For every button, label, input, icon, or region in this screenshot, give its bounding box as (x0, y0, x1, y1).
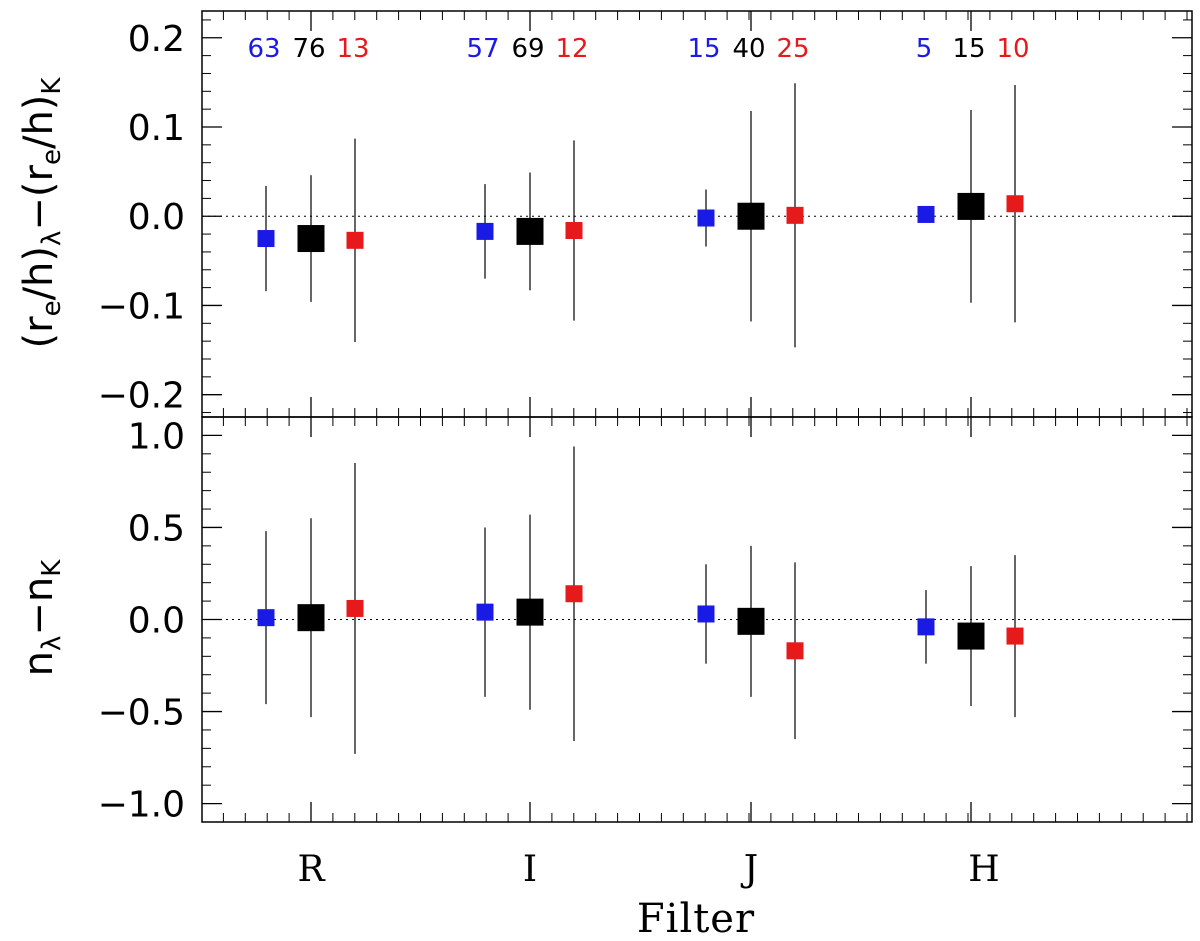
y-tick-label-top: −0.2 (98, 376, 185, 417)
count-label-blue-I: 57 (466, 34, 499, 64)
y-tick-label-bottom: 0.5 (128, 508, 185, 549)
marker-bottom-red-I (565, 585, 583, 603)
marker-top-red-I (565, 222, 583, 240)
y-title-top-sub4: K (37, 77, 67, 95)
marker-top-red-H (1006, 195, 1024, 213)
marker-top-blue-I (476, 222, 494, 240)
marker-bottom-black-J (737, 607, 765, 635)
count-label-black-J: 40 (732, 34, 765, 64)
y-title-top-sub3: e (37, 149, 67, 165)
y-title-top-mid3: /h) (16, 95, 62, 149)
x-tick-label-J: J (740, 849, 758, 890)
y-tick-label-top: 0.0 (128, 197, 185, 238)
count-label-blue-H: 5 (916, 34, 933, 64)
y-title-top-mid2: −(r (16, 164, 62, 230)
y-title-bottom-sub1: λ (37, 636, 67, 651)
x-tick-label-I: I (523, 849, 537, 890)
y-tick-label-bottom: 1.0 (128, 416, 185, 457)
y-axis-title-top: (re/h)λ−(re/h)K (16, 77, 67, 349)
y-tick-label-bottom: 0.0 (128, 601, 185, 642)
x-axis-title: Filter (637, 896, 755, 941)
y-title-top-pre: (r (16, 316, 62, 349)
y-title-bottom-mid1: −n (16, 577, 62, 636)
y-tick-label-top: 0.1 (128, 108, 185, 149)
marker-top-black-R (297, 225, 325, 253)
y-title-bottom-sub2: K (37, 559, 67, 577)
marker-top-red-J (786, 206, 804, 224)
y-title-bottom-pre: n (16, 651, 62, 676)
count-label-red-R: 13 (336, 34, 369, 64)
x-tick-label-H: H (968, 849, 999, 890)
count-label-red-J: 25 (776, 34, 809, 64)
count-label-black-H: 15 (952, 34, 985, 64)
y-tick-label-top: 0.2 (128, 19, 185, 60)
marker-bottom-red-H (1006, 627, 1024, 645)
y-tick-label-top: −0.1 (98, 286, 185, 327)
marker-top-blue-J (697, 209, 715, 227)
plot-area: −0.2 −0.1 0.0 0.1 0.2 −1.0 −0.5 0.0 0.5 1.0 63 76 13… (98, 10, 1193, 826)
marker-top-black-I (516, 217, 544, 245)
marker-bottom-blue-J (697, 605, 715, 623)
marker-top-blue-R (257, 230, 275, 248)
marker-bottom-black-R (297, 604, 325, 632)
count-label-red-I: 12 (555, 34, 588, 64)
y-tick-label-bottom: −1.0 (98, 785, 185, 826)
marker-top-blue-H (917, 205, 935, 223)
marker-top-red-R (346, 231, 364, 249)
marker-bottom-blue-H (917, 618, 935, 636)
y-axis-title-bottom: nλ−nK (16, 559, 67, 677)
marker-bottom-blue-I (476, 603, 494, 621)
marker-bottom-red-R (346, 599, 364, 617)
marker-top-black-H (957, 192, 985, 220)
y-title-top-sub2: λ (37, 231, 67, 246)
panel-frame-top (201, 10, 1193, 418)
marker-bottom-black-I (516, 598, 544, 626)
count-label-blue-J: 15 (687, 34, 720, 64)
marker-bottom-red-J (786, 642, 804, 660)
y-title-top-mid1: /h) (16, 246, 62, 300)
x-tick-label-R: R (297, 849, 325, 890)
count-label-blue-R: 63 (247, 34, 280, 64)
y-title-top-sub1: e (37, 300, 67, 316)
marker-bottom-blue-R (257, 609, 275, 627)
count-label-black-R: 76 (292, 34, 325, 64)
count-label-red-H: 10 (996, 34, 1029, 64)
marker-bottom-black-H (957, 622, 985, 650)
marker-top-black-J (737, 202, 765, 230)
count-label-black-I: 69 (511, 34, 544, 64)
y-tick-label-bottom: −0.5 (98, 693, 185, 734)
